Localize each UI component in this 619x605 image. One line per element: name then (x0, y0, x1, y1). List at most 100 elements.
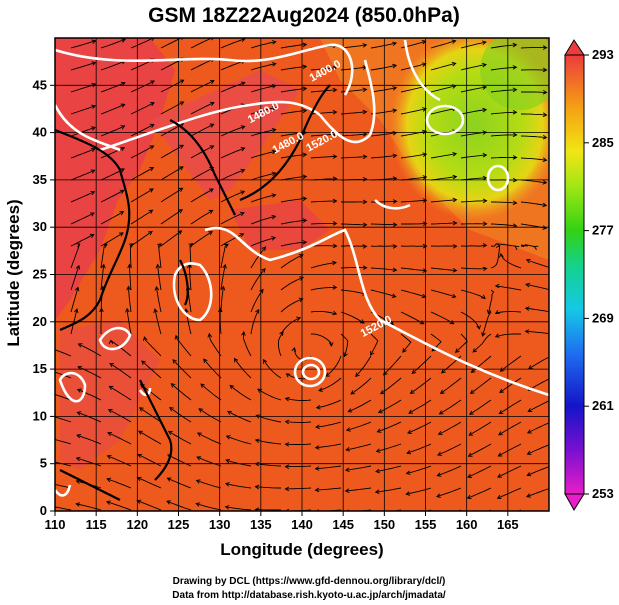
streamline-arrowhead (438, 410, 444, 415)
streamline-arrowhead (211, 38, 214, 41)
streamline (130, 145, 154, 159)
streamline-arrowhead (452, 268, 458, 273)
streamline-arrowhead (392, 244, 398, 249)
streamline-arrowhead (271, 171, 277, 177)
streamline (521, 91, 547, 93)
streamline (310, 67, 337, 71)
streamline (107, 455, 132, 467)
streamline (482, 311, 492, 337)
streamline-arrowhead (302, 240, 308, 245)
streamline (400, 108, 427, 115)
streamline-arrowhead (76, 388, 82, 393)
streamline (250, 268, 266, 291)
streamline-arrowhead (151, 38, 155, 41)
streamline-arrowhead (469, 410, 474, 415)
streamline (242, 331, 252, 357)
streamline (340, 178, 367, 181)
streamline (487, 289, 495, 314)
streamline (277, 331, 284, 357)
streamline-arrowhead (362, 109, 368, 115)
streamline-arrowhead (157, 243, 162, 248)
streamline-arrowhead (554, 243, 558, 247)
streamline-arrowhead (77, 365, 83, 371)
streamline-arrowhead (198, 408, 204, 413)
streamline-arrowhead (332, 87, 338, 93)
streamline-arrowhead (271, 149, 277, 155)
streamline-arrowhead (472, 348, 478, 353)
streamline (157, 264, 162, 291)
streamline-arrowhead (196, 432, 202, 437)
streamline-arrowhead (137, 453, 143, 459)
streamline (383, 355, 402, 376)
streamline-arrowhead (470, 368, 476, 373)
streamline-arrowhead (271, 193, 277, 198)
streamline (55, 371, 72, 379)
streamline-arrowhead (178, 166, 184, 171)
streamline-arrowhead (298, 297, 304, 303)
streamline (250, 41, 276, 49)
streamline (378, 399, 402, 414)
streamline-arrowhead (524, 329, 530, 334)
streamline (528, 378, 549, 391)
streamline-arrowhead (178, 187, 184, 193)
streamline-arrowhead (150, 80, 155, 85)
streamline (188, 264, 192, 291)
streamline (234, 358, 252, 379)
streamline (310, 200, 337, 203)
streamline (100, 103, 125, 115)
streamline-arrowhead (525, 258, 531, 264)
y-tick-label: 0 (40, 503, 47, 518)
streamline-arrowhead (526, 493, 531, 498)
streamline-arrowhead (421, 39, 427, 45)
streamline-arrowhead (347, 408, 353, 413)
streamline (225, 483, 252, 489)
streamline-arrowhead (208, 231, 213, 236)
height-contours (55, 39, 549, 497)
streamline-arrowhead (514, 245, 520, 250)
streamline (430, 267, 457, 272)
streamline-arrowhead (239, 211, 245, 217)
streamline-arrowhead (209, 101, 215, 106)
streamline (250, 215, 276, 225)
streamline (470, 377, 492, 394)
streamline (70, 212, 95, 225)
streamline (168, 431, 192, 445)
streamline-arrowhead (422, 152, 428, 157)
streamline-arrowhead (542, 157, 548, 163)
streamline (100, 38, 126, 49)
streamline-arrowhead (154, 285, 160, 291)
streamline (340, 66, 367, 71)
contour-1400 (55, 43, 354, 96)
streamline-arrowhead (233, 357, 239, 363)
streamline (315, 421, 342, 428)
streamline-arrowhead (209, 123, 215, 128)
streamline (280, 298, 303, 313)
streamline-arrowhead (106, 477, 112, 483)
streamline-arrowhead (302, 196, 308, 201)
streamline (491, 201, 517, 204)
streamline (190, 188, 214, 203)
streamline (376, 443, 402, 452)
streamline-arrowhead (482, 85, 488, 90)
streamline-arrowhead (436, 493, 441, 498)
streamline (436, 487, 462, 498)
streamline (520, 157, 547, 161)
streamline-arrowhead (422, 221, 428, 226)
streamline (460, 86, 487, 93)
streamline-arrowhead (208, 209, 214, 215)
streamline (100, 243, 108, 269)
streamline-arrowhead (350, 390, 356, 395)
streamline (430, 107, 457, 115)
streamline (70, 105, 96, 115)
streamline-arrowhead (407, 429, 412, 434)
streamline-arrowhead (240, 81, 246, 86)
streamline-arrowhead (525, 282, 531, 288)
streamline-arrowhead (188, 243, 194, 248)
streamline-arrowhead (482, 62, 487, 68)
streamline (370, 87, 397, 93)
streamline (190, 123, 214, 137)
streamline (130, 231, 153, 247)
streamline-arrowhead (120, 125, 126, 130)
y-tick-label: 15 (33, 361, 47, 376)
